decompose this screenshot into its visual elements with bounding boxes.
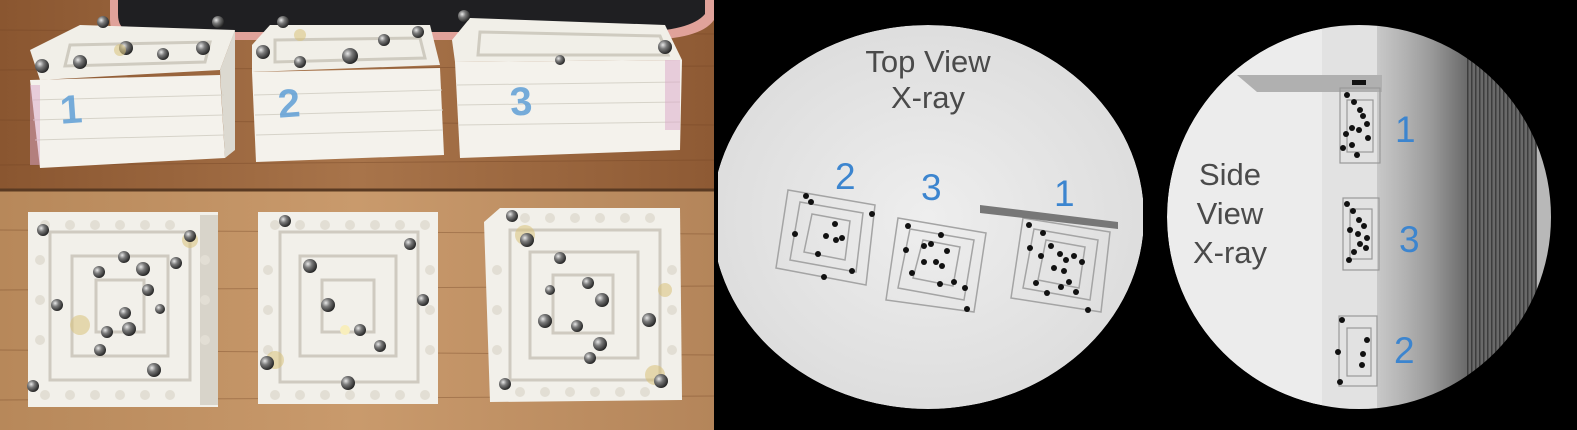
xray-side-number-3: 3 [1399,219,1420,260]
xray-top-box-2 [775,189,876,286]
xray-top-box-3 [885,217,987,313]
box-label-3: 3 [508,79,534,125]
xray-side-wall [1377,25,1467,415]
xray-side-number-2: 2 [1394,330,1415,371]
xray-side-box-3 [1342,197,1380,271]
xray-side-box-1 [1339,87,1381,164]
box-3-side [452,18,682,158]
photo-panel: 1 2 3 [0,0,714,430]
xray-field [718,25,1143,409]
xray-side-title: Side View X-ray [1192,157,1268,270]
box-label-2: 2 [276,81,302,127]
xray-top-number-3: 3 [921,167,942,208]
xray-side-number-1: 1 [1395,109,1416,150]
xray-top-number-2: 2 [835,156,856,197]
xray-top-box-1 [1010,217,1111,313]
xray-top-rod [980,205,1118,229]
box-3-top [484,208,682,402]
xray-top-image [718,0,1143,430]
xray-side-view-panel: Side View X-ray 1 3 2 [1147,0,1577,430]
box-label-1: 1 [58,87,84,133]
xray-side-image [1147,0,1577,430]
photo-illustration [0,0,714,430]
xray-top-view-panel: Top View X-ray 2 3 1 [718,0,1143,430]
box-2-top [258,212,438,404]
xray-top-number-1: 1 [1054,173,1075,214]
xray-top-title: Top View X-ray [865,44,991,115]
